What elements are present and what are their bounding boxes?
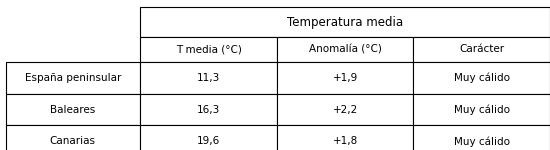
Bar <box>140 62 277 94</box>
Bar <box>140 94 277 125</box>
Bar <box>414 94 550 125</box>
Text: Carácter: Carácter <box>459 44 504 54</box>
Bar <box>277 94 414 125</box>
Bar <box>6 125 140 150</box>
Bar <box>140 125 277 150</box>
Text: Muy cálido: Muy cálido <box>454 104 510 115</box>
Bar <box>414 62 550 94</box>
Bar <box>6 62 140 94</box>
Bar <box>414 37 550 62</box>
Bar <box>6 94 140 125</box>
Bar <box>277 125 414 150</box>
Text: Baleares: Baleares <box>50 105 96 114</box>
Text: Muy cálido: Muy cálido <box>454 72 510 83</box>
Text: +1,9: +1,9 <box>333 73 358 83</box>
Bar <box>277 37 414 62</box>
Text: 19,6: 19,6 <box>197 136 220 146</box>
Bar <box>140 7 550 37</box>
Bar <box>414 125 550 150</box>
Bar <box>277 62 414 94</box>
Text: España peninsular: España peninsular <box>25 73 121 83</box>
Text: 16,3: 16,3 <box>197 105 220 114</box>
Text: Temperatura media: Temperatura media <box>287 16 403 28</box>
Text: +2,2: +2,2 <box>333 105 358 114</box>
Text: Muy cálido: Muy cálido <box>454 136 510 147</box>
Text: T media (°C): T media (°C) <box>175 44 241 54</box>
Text: Canarias: Canarias <box>50 136 96 146</box>
Text: Anomalía (°C): Anomalía (°C) <box>309 44 382 54</box>
Text: +1,8: +1,8 <box>333 136 358 146</box>
Bar <box>140 37 277 62</box>
Text: 11,3: 11,3 <box>197 73 220 83</box>
